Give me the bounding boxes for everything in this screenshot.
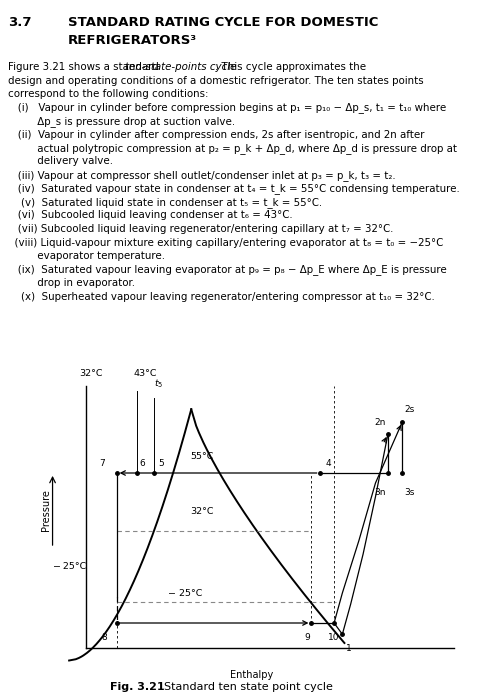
Text: 6: 6 [139,459,145,468]
Text: (ix)  Saturated vapour leaving evaporator at p₉ = p₈ − Δp_E where Δp_E is pressu: (ix) Saturated vapour leaving evaporator… [8,265,447,275]
Text: Pressure: Pressure [41,489,51,531]
Text: 32°C: 32°C [190,508,213,517]
Text: actual polytropic compression at p₂ = p_k + Δp_d, where Δp_d is pressure drop at: actual polytropic compression at p₂ = p_… [8,143,457,154]
Text: (iii) Vapour at compressor shell outlet/condenser inlet at p₃ = p_k, t₃ = t₂.: (iii) Vapour at compressor shell outlet/… [8,170,396,181]
Text: REFRIGERATORS³: REFRIGERATORS³ [68,34,197,47]
Text: 3n: 3n [374,488,386,497]
Text: 1: 1 [346,644,352,653]
Text: Enthalpy: Enthalpy [229,671,273,680]
Text: (i)   Vapour in cylinder before compression begins at p₁ = p₁₀ − Δp_s, t₁ = t₁₀ : (i) Vapour in cylinder before compressio… [8,102,446,113]
Text: $t_5$: $t_5$ [154,378,163,391]
Text: (vi)  Subcooled liquid leaving condenser at t₆ = 43°C.: (vi) Subcooled liquid leaving condenser … [8,211,293,220]
Text: design and operating conditions of a domestic refrigerator. The ten states point: design and operating conditions of a dom… [8,76,423,85]
Text: 43°C: 43°C [133,369,157,378]
Text: 5: 5 [158,459,164,468]
Text: 8: 8 [102,633,107,642]
Text: drop in evaporator.: drop in evaporator. [8,278,135,288]
Text: . This cycle approximates the: . This cycle approximates the [215,62,365,72]
Text: (viii) Liquid-vapour mixture exiting capillary/entering evaporator at t₈ = t₀ = : (viii) Liquid-vapour mixture exiting cap… [8,237,443,248]
Text: Standard ten state point cycle: Standard ten state point cycle [150,682,333,692]
Text: 10: 10 [328,633,340,642]
Text: (iv)  Saturated vapour state in condenser at t₄ = t_k = 55°C condensing temperat: (iv) Saturated vapour state in condenser… [8,183,460,195]
Text: (ii)  Vapour in cylinder after compression ends, 2s after isentropic, and 2n aft: (ii) Vapour in cylinder after compressio… [8,130,424,139]
Text: 55°C: 55°C [190,452,213,461]
Text: − 25°C: − 25°C [53,562,86,571]
Text: 3.7: 3.7 [8,16,32,29]
Text: 32°C: 32°C [80,369,103,378]
Text: Fig. 3.21: Fig. 3.21 [110,682,165,692]
Text: Δp_s is pressure drop at suction valve.: Δp_s is pressure drop at suction valve. [8,116,235,127]
Text: Figure 3.21 shows a standard: Figure 3.21 shows a standard [8,62,162,72]
Text: ten-state-points cycle: ten-state-points cycle [125,62,237,72]
Text: 9: 9 [304,633,310,642]
Text: − 25°C: − 25°C [168,589,202,598]
Text: (vii) Subcooled liquid leaving regenerator/entering capillary at t₇ = 32°C.: (vii) Subcooled liquid leaving regenerat… [8,224,393,234]
Text: 7: 7 [99,459,105,468]
Text: 3s: 3s [405,488,415,497]
Text: delivery valve.: delivery valve. [8,157,113,167]
Text: (v)  Saturated liquid state in condenser at t₅ = t_k = 55°C.: (v) Saturated liquid state in condenser … [8,197,322,208]
Text: 2s: 2s [405,405,415,414]
Text: 4: 4 [326,459,331,468]
Text: evaporator temperature.: evaporator temperature. [8,251,165,261]
Text: correspond to the following conditions:: correspond to the following conditions: [8,89,208,99]
Text: STANDARD RATING CYCLE FOR DOMESTIC: STANDARD RATING CYCLE FOR DOMESTIC [68,16,378,29]
Text: 2n: 2n [374,418,385,427]
Text: (x)  Superheated vapour leaving regenerator/entering compressor at t₁₀ = 32°C.: (x) Superheated vapour leaving regenerat… [8,291,435,302]
